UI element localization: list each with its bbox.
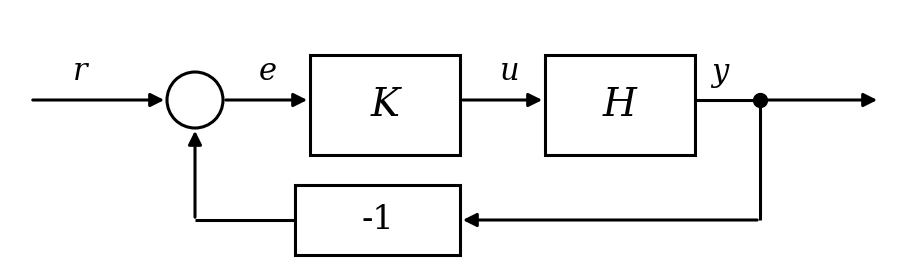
- Text: r: r: [73, 57, 87, 88]
- Bar: [545, 55, 694, 155]
- Text: u: u: [499, 57, 519, 88]
- Bar: [310, 55, 459, 155]
- Bar: [294, 185, 459, 255]
- Text: -1: -1: [361, 204, 394, 236]
- Text: K: K: [370, 87, 399, 124]
- Text: y: y: [711, 57, 728, 88]
- Text: H: H: [602, 87, 636, 124]
- Text: e: e: [259, 57, 277, 88]
